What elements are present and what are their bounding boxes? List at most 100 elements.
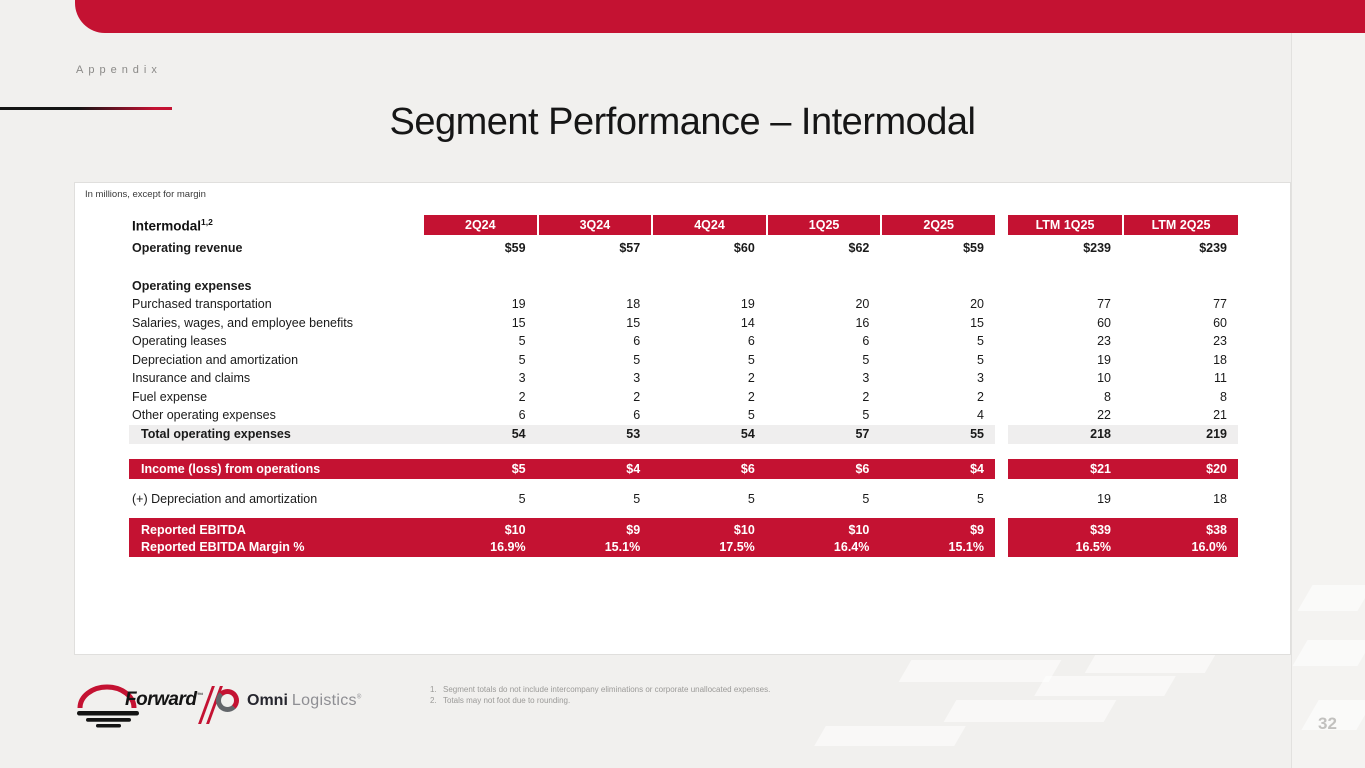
cell-value: 8 bbox=[1220, 389, 1227, 404]
table-row: Operating leases 5 6 6 6 5 23 23 bbox=[129, 332, 1238, 351]
cell-value: 18 bbox=[626, 297, 641, 312]
cell-value: 3 bbox=[633, 371, 641, 386]
column-gap bbox=[995, 459, 1008, 479]
footnote: 2. Totals may not foot due to rounding. bbox=[430, 695, 770, 706]
footnote-text: Totals may not foot due to rounding. bbox=[443, 696, 571, 705]
row-label: Operating revenue bbox=[132, 241, 243, 255]
cell-value: 5 bbox=[977, 491, 984, 506]
cell-value: 6 bbox=[747, 334, 755, 349]
accent-underline bbox=[0, 107, 172, 110]
cell-value: 5 bbox=[862, 408, 870, 423]
forward-logo: Forward™ bbox=[75, 681, 203, 731]
cell-value: 77 bbox=[1213, 297, 1227, 312]
watermark-shape bbox=[943, 700, 1117, 722]
cell-value: 5 bbox=[518, 334, 526, 349]
cell-value: 2 bbox=[747, 371, 755, 386]
watermark-shape bbox=[1034, 676, 1176, 696]
table-row: Salaries, wages, and employee benefits 15… bbox=[129, 314, 1238, 333]
table-row: Reported EBITDA $10 $9 $10 $10 $9 $39 $38 bbox=[129, 518, 1238, 538]
cell-value: $60 bbox=[733, 241, 755, 255]
spacer-row bbox=[129, 261, 1238, 277]
row-label: Fuel expense bbox=[132, 389, 208, 404]
column-header: LTM 2Q25 bbox=[1122, 215, 1238, 235]
column-gap bbox=[995, 388, 1008, 407]
column-header: 4Q24 bbox=[651, 215, 766, 235]
cell-value: 2 bbox=[862, 389, 870, 404]
cell-value: 23 bbox=[1097, 334, 1111, 349]
cell-value: 17.5% bbox=[719, 539, 755, 554]
page-number: 32 bbox=[1318, 714, 1337, 733]
cell-value: 14 bbox=[740, 315, 755, 330]
row-label: Reported EBITDA Margin % bbox=[141, 539, 305, 554]
cell-value: 2 bbox=[518, 389, 526, 404]
segment-performance-table: Intermodal1,2 2Q24 3Q24 4Q24 1Q25 2Q25 LTM 1Q2… bbox=[129, 215, 1238, 557]
column-gap bbox=[995, 295, 1008, 314]
row-label: Insurance and claims bbox=[132, 371, 251, 386]
column-gap bbox=[995, 351, 1008, 370]
column-gap bbox=[995, 425, 1008, 444]
cell-value: $10 bbox=[848, 522, 870, 537]
cell-value: 18 bbox=[1213, 352, 1227, 367]
cell-value: 10 bbox=[1097, 371, 1111, 386]
table-row: Insurance and claims 3 3 2 3 3 10 11 bbox=[129, 369, 1238, 388]
cell-value: 5 bbox=[633, 491, 641, 506]
table-row: Depreciation and amortization 5 5 5 5 5 19 18 bbox=[129, 351, 1238, 370]
table-row: Operating expenses bbox=[129, 277, 1238, 295]
column-gap bbox=[995, 332, 1008, 351]
column-gap bbox=[995, 215, 1008, 235]
cell-value: $239 bbox=[1199, 241, 1227, 255]
cell-value: 20 bbox=[970, 297, 984, 312]
cell-value: 20 bbox=[855, 297, 870, 312]
financial-table-card: In millions, except for margin Intermoda… bbox=[74, 182, 1291, 655]
cell-value: 5 bbox=[747, 352, 755, 367]
cell-value: $59 bbox=[504, 241, 526, 255]
cell-value: 5 bbox=[862, 491, 870, 506]
cell-value: 57 bbox=[855, 427, 870, 441]
cell-value: 5 bbox=[977, 334, 984, 349]
row-label: Purchased transportation bbox=[132, 297, 272, 312]
cell-value: $59 bbox=[963, 241, 984, 255]
cell-value: $38 bbox=[1206, 522, 1227, 537]
row-label: Reported EBITDA bbox=[141, 522, 246, 537]
cell-value: 5 bbox=[747, 408, 755, 423]
column-gap bbox=[995, 369, 1008, 388]
cell-value: $4 bbox=[970, 461, 984, 476]
cell-value: 19 bbox=[511, 297, 526, 312]
cell-value: $62 bbox=[848, 241, 870, 255]
trademark-symbol: ™ bbox=[196, 692, 203, 700]
cell-value: 6 bbox=[518, 408, 526, 423]
section-eyebrow: Appendix bbox=[76, 64, 162, 76]
cell-value: 16.9% bbox=[490, 539, 526, 554]
cell-value: 19 bbox=[1097, 491, 1111, 506]
watermark-shape bbox=[898, 660, 1062, 682]
forward-logo-text: Forward™ bbox=[125, 689, 203, 710]
cell-value: 219 bbox=[1206, 427, 1227, 441]
cell-value: $10 bbox=[504, 522, 526, 537]
table-row: Total operating expenses 54 53 54 57 55 218 219 bbox=[129, 424, 1238, 444]
cell-value: 2 bbox=[633, 389, 641, 404]
footnote-number: 2. bbox=[430, 696, 437, 705]
cell-value: $9 bbox=[970, 522, 984, 537]
row-label: Other operating expenses bbox=[132, 408, 276, 423]
cell-value: 6 bbox=[633, 408, 641, 423]
row-label: (+) Depreciation and amortization bbox=[132, 491, 318, 506]
cell-value: 3 bbox=[977, 371, 984, 386]
column-header: 3Q24 bbox=[536, 215, 652, 235]
registered-symbol: ® bbox=[356, 694, 362, 701]
cell-value: 15 bbox=[970, 315, 984, 330]
cell-value: 55 bbox=[970, 427, 984, 441]
cell-value: 16.0% bbox=[1191, 539, 1227, 554]
footnote-text: Segment totals do not include intercompa… bbox=[443, 685, 771, 694]
table-title: Intermodal1,2 bbox=[132, 216, 213, 234]
watermark-shape bbox=[1084, 655, 1216, 673]
table-row: Income (loss) from operations $5 $4 $6 $6 $4 $… bbox=[129, 458, 1238, 479]
cell-value: 5 bbox=[747, 491, 755, 506]
table-row: (+) Depreciation and amortization 5 5 5 5 5 19… bbox=[129, 490, 1238, 509]
cell-value: 3 bbox=[862, 371, 870, 386]
table-row: Reported EBITDA Margin % 16.9% 15.1% 17.5% 1… bbox=[129, 538, 1238, 557]
cell-value: 6 bbox=[862, 334, 870, 349]
cell-value: $39 bbox=[1090, 522, 1111, 537]
column-gap bbox=[995, 406, 1008, 425]
row-label: Depreciation and amortization bbox=[132, 352, 299, 367]
footnote-number: 1. bbox=[430, 685, 437, 694]
